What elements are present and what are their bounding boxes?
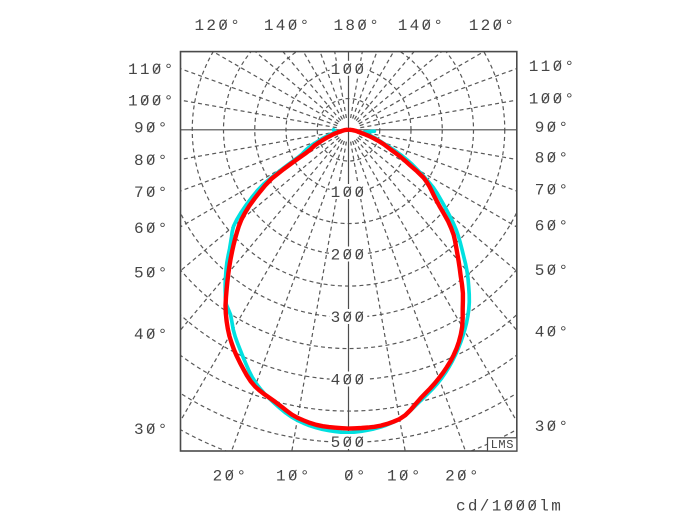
svg-text:50°: 50° — [535, 262, 571, 280]
svg-text:110°: 110° — [529, 58, 577, 76]
svg-text:140°: 140° — [398, 17, 446, 35]
svg-text:100°: 100° — [128, 93, 176, 111]
svg-text:50°: 50° — [134, 265, 170, 283]
svg-text:100: 100 — [331, 61, 367, 79]
svg-text:30°: 30° — [134, 421, 170, 439]
svg-text:20°: 20° — [213, 467, 249, 485]
svg-text:110°: 110° — [128, 61, 176, 79]
svg-text:80°: 80° — [134, 152, 170, 170]
svg-text:120°: 120° — [469, 17, 517, 35]
svg-text:400: 400 — [331, 372, 367, 390]
svg-text:90°: 90° — [134, 120, 170, 138]
svg-text:90°: 90° — [535, 119, 571, 137]
svg-text:70°: 70° — [535, 181, 571, 199]
svg-text:80°: 80° — [535, 150, 571, 168]
svg-text:10°: 10° — [276, 467, 312, 485]
svg-text:40°: 40° — [134, 326, 170, 344]
svg-text:40°: 40° — [535, 323, 571, 341]
svg-text:10°: 10° — [387, 467, 423, 485]
svg-text:120°: 120° — [194, 17, 242, 35]
svg-text:300: 300 — [331, 309, 367, 327]
svg-text:60°: 60° — [535, 217, 571, 235]
svg-text:0°: 0° — [344, 467, 368, 485]
svg-text:cd/1000lm: cd/1000lm — [456, 498, 563, 516]
svg-text:20°: 20° — [445, 467, 481, 485]
svg-text:LMS: LMS — [491, 438, 514, 452]
svg-text:140°: 140° — [264, 17, 312, 35]
svg-text:180°: 180° — [333, 17, 381, 35]
svg-text:30°: 30° — [535, 418, 571, 436]
svg-text:100°: 100° — [529, 91, 577, 109]
svg-text:100: 100 — [331, 184, 367, 202]
svg-text:60°: 60° — [134, 220, 170, 238]
svg-text:200: 200 — [331, 247, 367, 265]
svg-text:70°: 70° — [134, 184, 170, 202]
svg-text:500: 500 — [331, 434, 367, 452]
